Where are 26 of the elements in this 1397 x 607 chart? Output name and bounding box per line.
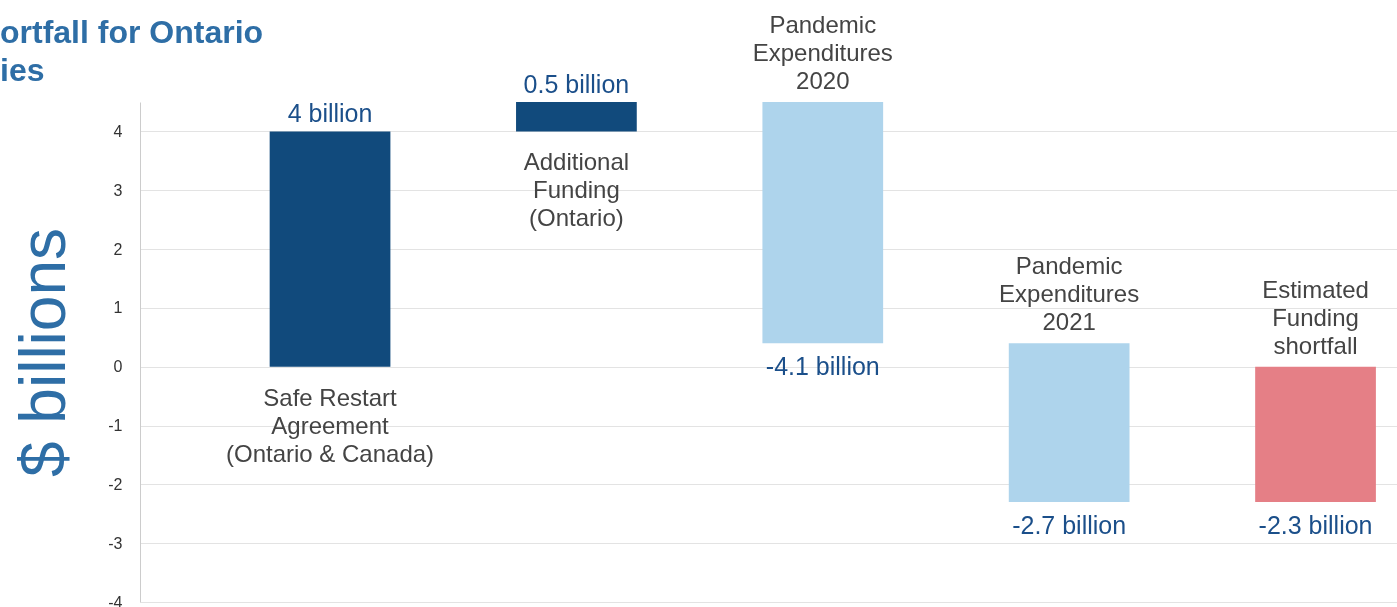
- y-tick-label: 3: [113, 181, 123, 199]
- chart-title: ortfall for Ontario ies: [0, 14, 264, 88]
- bar: [762, 102, 884, 344]
- y-tick-label: 1: [113, 299, 123, 317]
- x-tick-label: Pandemic Expenditures 2021: [999, 252, 1140, 336]
- y-tick-label: -2: [108, 475, 123, 493]
- data-label: -2.3 billion: [1258, 511, 1373, 539]
- y-axis-title: $ billions: [7, 227, 80, 478]
- y-tick-label: 0: [113, 358, 123, 376]
- data-label: -2.7 billion: [1012, 511, 1127, 539]
- y-tick-label: -3: [108, 534, 123, 552]
- y-tick-label: 4: [113, 122, 123, 140]
- bar: [1255, 366, 1376, 502]
- data-label: 0.5 billion: [523, 70, 630, 98]
- bar: [269, 131, 391, 367]
- x-tick-label: Safe Restart Agreement (Ontario & Canada): [225, 383, 435, 467]
- y-tick-label: -1: [108, 417, 123, 435]
- x-tick-label: Additional Funding (Ontario): [523, 148, 630, 232]
- bar: [516, 102, 637, 132]
- x-tick-label: Estimated Funding shortfall: [1262, 275, 1369, 359]
- x-tick-label: Pandemic Expenditures 2020: [752, 11, 893, 94]
- data-label: -4.1 billion: [765, 352, 880, 381]
- y-tick-label: 2: [113, 240, 123, 258]
- data-label: 4 billion: [287, 99, 373, 128]
- bar: [1008, 343, 1130, 502]
- y-tick-label: -4: [108, 593, 123, 607]
